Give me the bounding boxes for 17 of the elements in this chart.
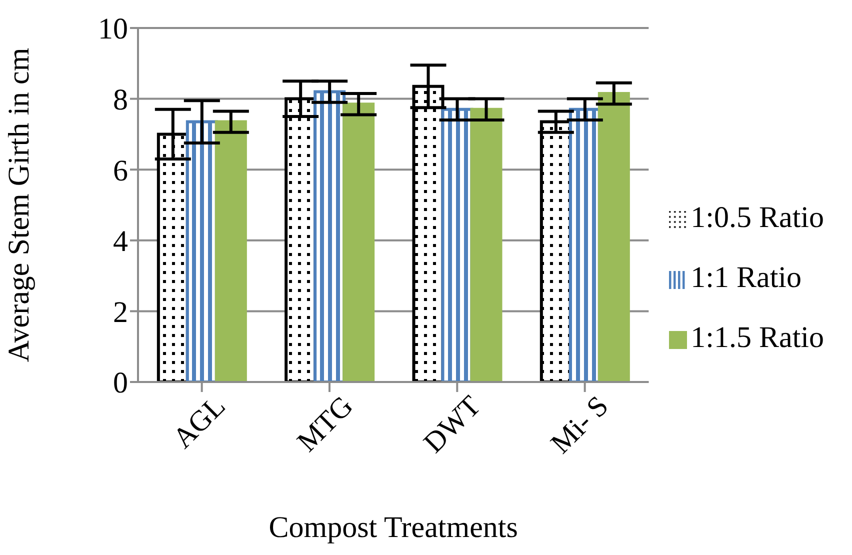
legend-label: 1:0.5 Ratio [690,200,824,234]
bar [342,102,375,382]
y-tick-label: 4 [113,225,128,258]
x-tick-label: Mi- S [544,390,615,460]
y-axis-title: Average Stem Girth in cm [2,48,36,362]
legend-label: 1:1.5 Ratio [690,320,824,354]
x-axis-title: Compost Treatments [268,511,518,544]
bar [598,92,630,382]
y-tick-label: 0 [113,366,128,400]
legend-label: 1:1 Ratio [690,260,802,294]
x-tick-label: AGL [166,390,232,455]
y-tick-label: 10 [98,12,128,46]
bar [470,108,502,382]
y-tick-label: 2 [113,296,128,329]
y-tick-label: 6 [113,154,128,188]
y-tick-label: 8 [113,83,128,116]
bar [214,120,247,382]
